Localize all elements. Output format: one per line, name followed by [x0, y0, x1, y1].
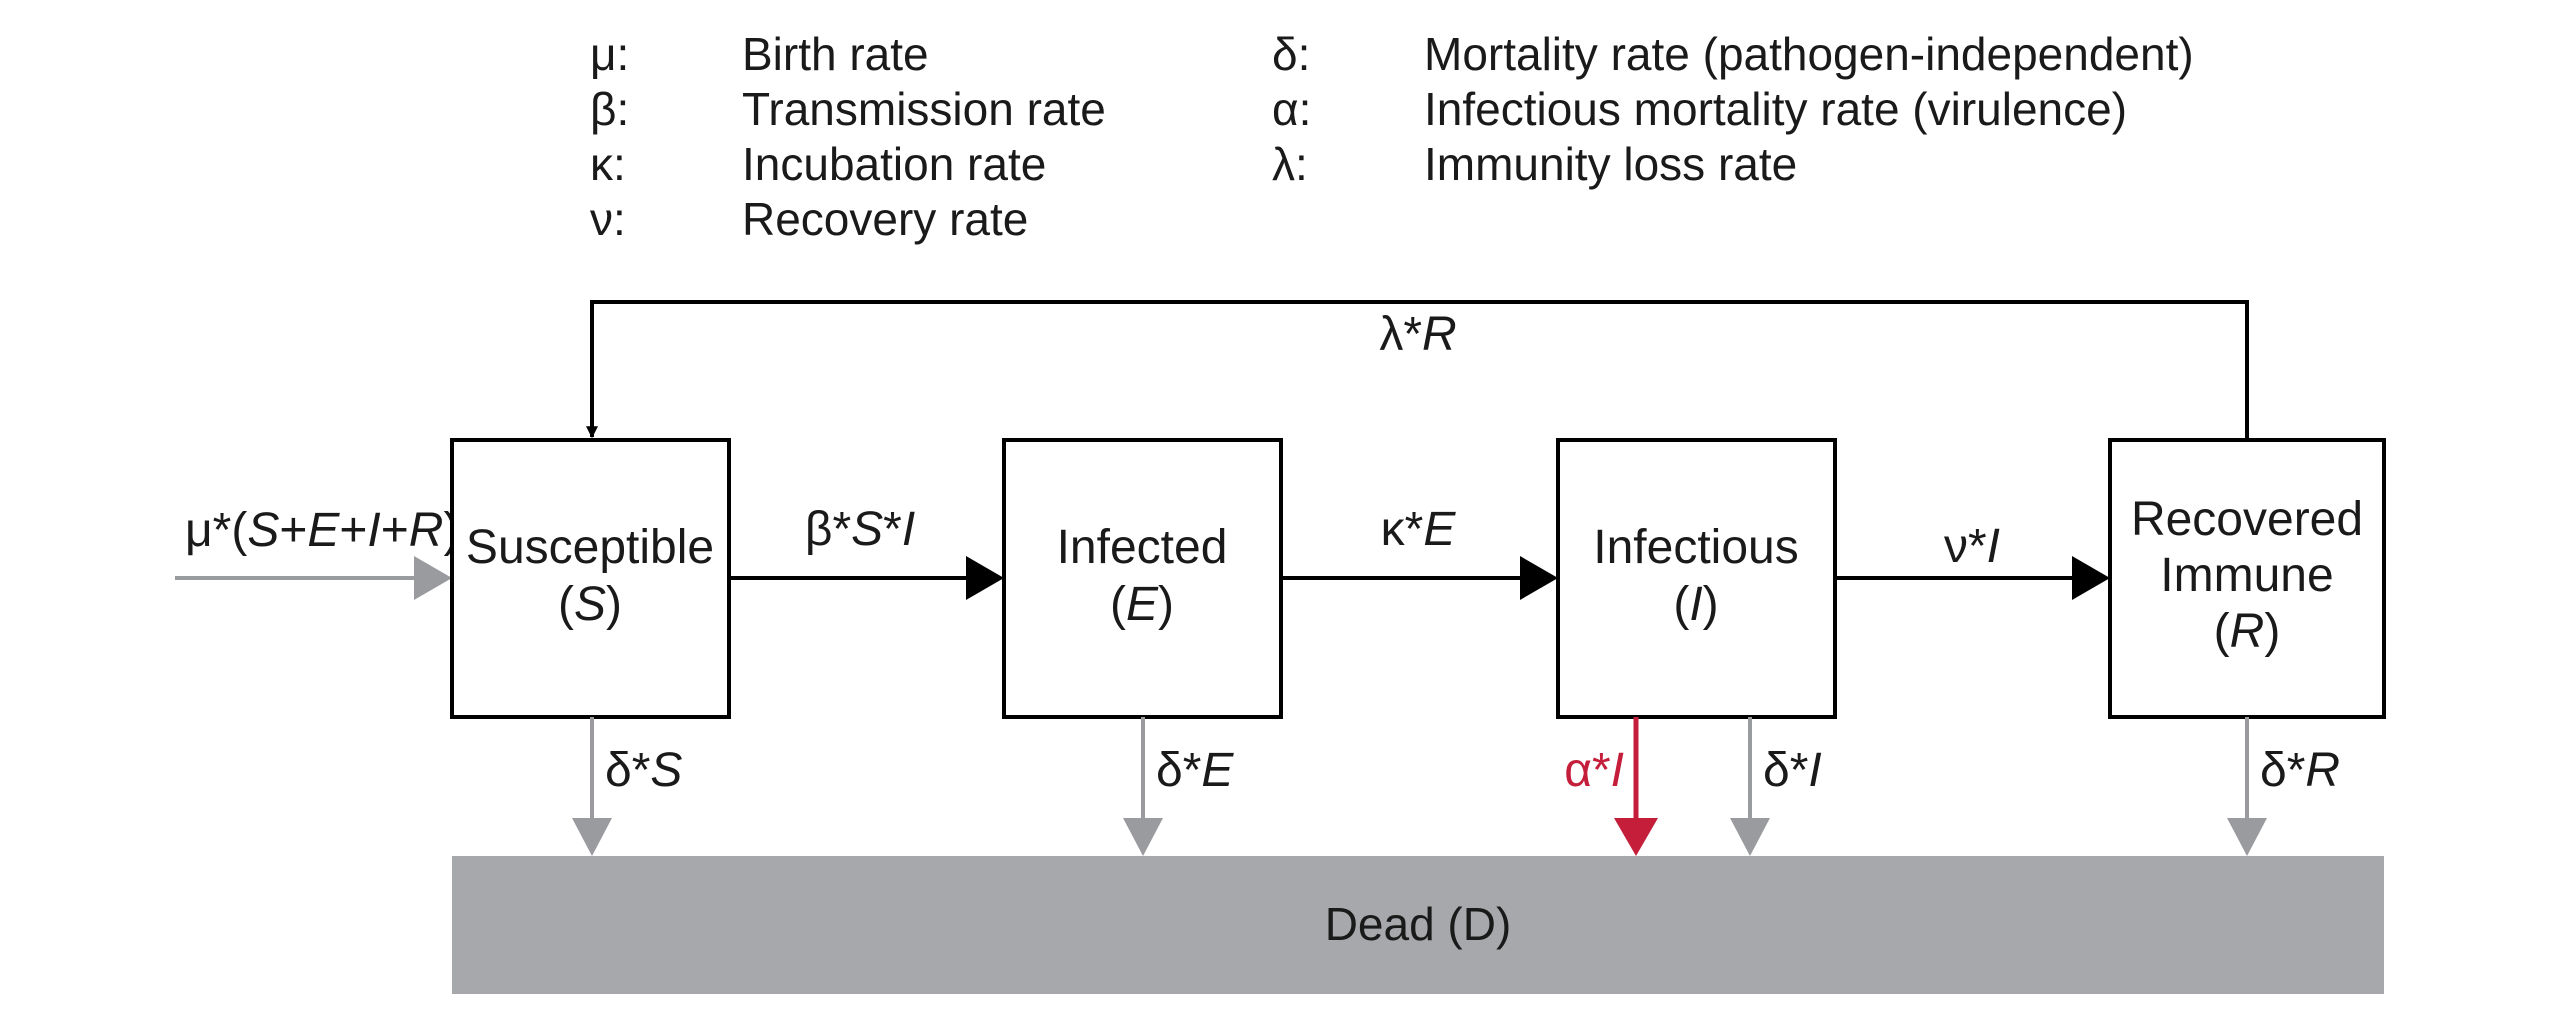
birth-plus2: + [339, 504, 367, 557]
birth-prefix: μ*( [185, 504, 247, 557]
death-s-var: S [650, 744, 682, 797]
incubation-label: κ*E [1381, 503, 1457, 556]
virulence-death-var: I [1611, 744, 1624, 797]
legend-symbol-mu: μ: [590, 28, 629, 80]
incubation-arrow-head [1520, 556, 1558, 600]
legend-desc-beta: Transmission rate [742, 83, 1106, 135]
birth-plus1: + [279, 504, 307, 557]
recovered-name-line2: Immune [2160, 549, 2333, 602]
death-r-arrow-head [2227, 818, 2267, 856]
recovery-prefix: ν* [1944, 520, 1987, 573]
birth-plus3: + [381, 504, 409, 557]
recovery-var: I [1987, 520, 2000, 573]
death-r-prefix: δ* [2260, 744, 2305, 797]
susceptible-name: Susceptible [466, 521, 714, 574]
death-i-var: I [1808, 744, 1821, 797]
transmission-arrow-head [966, 556, 1004, 600]
death-e-var: E [1201, 744, 1234, 797]
immunity-loss-prefix: λ* [1379, 308, 1422, 361]
birth-arrow-head [414, 556, 452, 600]
recovery-label: ν*I [1944, 520, 2000, 573]
susceptible-symbol-var: S [574, 578, 606, 631]
death-i-prefix: δ* [1763, 744, 1808, 797]
transmission-prefix: β* [805, 503, 851, 556]
transmission-mid: * [883, 503, 902, 556]
death-i-arrow-head [1730, 818, 1770, 856]
legend-symbol-kappa: κ: [590, 138, 626, 190]
virulence-death-arrow-head [1614, 818, 1658, 856]
birth-s: S [247, 504, 279, 557]
incubation-prefix: κ* [1381, 503, 1424, 556]
legend-symbol-beta: β: [590, 83, 629, 135]
infected-name: Infected [1057, 521, 1228, 574]
death-e-label: δ*E [1156, 744, 1234, 797]
birth-r: R [409, 504, 444, 557]
infectious-symbol: (I) [1673, 578, 1718, 631]
infectious-name: Infectious [1593, 521, 1798, 574]
death-s-prefix: δ* [605, 744, 650, 797]
immunity-loss-label: λ*R [1379, 308, 1456, 361]
death-r-label: δ*R [2260, 744, 2340, 797]
transmission-var2: I [902, 503, 915, 556]
infected-box [1002, 438, 1283, 719]
recovered-symbol: (R) [2214, 605, 2281, 658]
virulence-death-label: α*I [1564, 744, 1624, 797]
birth-i: I [367, 504, 380, 557]
transmission-label: β*S*I [805, 503, 915, 556]
recovered-name-line1: Recovered [2131, 493, 2363, 546]
legend-desc-alpha: Infectious mortality rate (virulence) [1424, 83, 2127, 135]
legend: μ: Birth rate β: Transmission rate κ: In… [590, 28, 2194, 245]
death-i-label: δ*I [1763, 744, 1822, 797]
legend-desc-nu: Recovery rate [742, 193, 1028, 245]
immunity-loss-arrow [586, 300, 2249, 440]
infectious-box [1556, 438, 1837, 719]
legend-desc-delta: Mortality rate (pathogen-independent) [1424, 28, 2194, 80]
immunity-loss-var: R [1422, 308, 1457, 361]
recovered-symbol-var: R [2230, 605, 2265, 658]
virulence-death-prefix: α* [1564, 744, 1610, 797]
dead-label: Dead (D) [1325, 898, 1512, 950]
legend-symbol-alpha: α: [1272, 83, 1311, 135]
susceptible-compartment: Susceptible (S) [450, 438, 731, 719]
birth-e: E [307, 504, 340, 557]
legend-symbol-delta: δ: [1272, 28, 1310, 80]
legend-desc-kappa: Incubation rate [742, 138, 1046, 190]
legend-symbol-nu: ν: [590, 193, 626, 245]
death-s-label: δ*S [605, 744, 682, 797]
dead-compartment [452, 856, 2384, 994]
infected-symbol: (E) [1110, 578, 1174, 631]
infected-compartment: Infected (E) [1002, 438, 1283, 719]
death-s-arrow-head [572, 818, 612, 856]
transmission-var1: S [851, 503, 883, 556]
infected-symbol-var: E [1126, 578, 1159, 631]
recovered-box [2108, 438, 2386, 719]
death-r-var: R [2305, 744, 2340, 797]
legend-desc-lambda: Immunity loss rate [1424, 138, 1797, 190]
legend-desc-mu: Birth rate [742, 28, 929, 80]
infectious-compartment: Infectious (I) [1556, 438, 1837, 719]
legend-symbol-lambda: λ: [1272, 138, 1308, 190]
infectious-symbol-var: I [1689, 578, 1702, 631]
susceptible-symbol: (S) [558, 578, 622, 631]
death-e-prefix: δ* [1156, 744, 1201, 797]
birth-rate-label: μ*(S+E+I+R) [185, 504, 459, 557]
incubation-var: E [1423, 503, 1456, 556]
recovery-arrow-head [2072, 556, 2110, 600]
death-e-arrow-head [1123, 818, 1163, 856]
recovered-compartment: Recovered Immune (R) [2108, 438, 2386, 719]
